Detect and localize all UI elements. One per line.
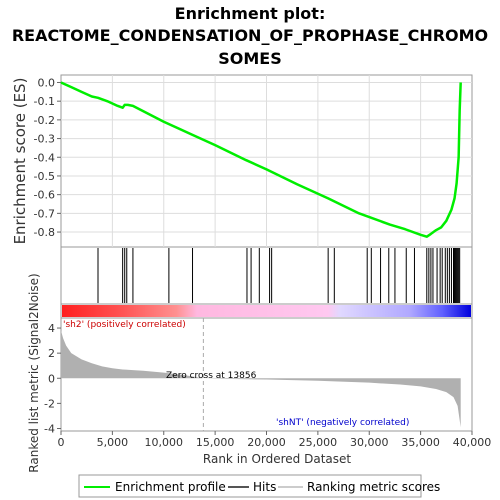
x-axis-label: Rank in Ordered Dataset xyxy=(203,452,351,466)
x-tick-label: 15,000 xyxy=(196,436,235,449)
x-tick-label: 10,000 xyxy=(145,436,184,449)
plot-title-line-1: Enrichment plot: xyxy=(175,4,326,23)
hits-panel-frame xyxy=(60,246,473,305)
metric-y-tick-label: 4 xyxy=(48,322,55,335)
metric-area xyxy=(61,330,461,428)
metric-y-axis: 4 2 0 -2 -4 xyxy=(44,322,61,435)
x-tick-label: 5,000 xyxy=(97,436,129,449)
es-y-tick-label: -0.2 xyxy=(34,114,55,127)
hits-layer xyxy=(97,248,461,303)
x-tick-label: 30,000 xyxy=(350,436,389,449)
metric-y-axis-label: Ranked list metric (Signal2Noise) xyxy=(27,273,41,472)
x-tick-label: 0 xyxy=(58,436,65,449)
x-tick-label: 20,000 xyxy=(247,436,286,449)
legend-metric-label: Ranking metric scores xyxy=(307,480,440,494)
es-y-axis: 0.0 -0.1 -0.2 -0.3 -0.4 -0.5 -0.6 -0.7 -0.8 xyxy=(34,76,61,239)
legend-enrichment-label: Enrichment profile xyxy=(115,480,226,494)
legend-box xyxy=(78,474,422,498)
es-y-tick-label: 0.0 xyxy=(38,76,56,89)
metric-y-tick-label: 0 xyxy=(48,372,55,385)
es-y-tick-label: -0.7 xyxy=(34,207,55,220)
ranked-colorbar xyxy=(62,305,471,317)
es-y-axis-label: Enrichment score (ES) xyxy=(11,78,29,245)
plot-title-line-3: SOMES xyxy=(218,49,282,68)
metric-layer xyxy=(61,318,461,431)
legend: Enrichment profile Hits Ranking metric s… xyxy=(78,474,440,498)
metric-y-tick-label: -4 xyxy=(44,422,55,435)
es-y-tick-label: -0.1 xyxy=(34,95,55,108)
metric-y-tick-label: 2 xyxy=(48,347,55,360)
es-grid xyxy=(61,75,472,247)
es-y-tick-label: -0.6 xyxy=(34,189,55,202)
metric-y-tick-label: -2 xyxy=(44,397,55,410)
x-tick-label: 40,000 xyxy=(453,436,492,449)
es-y-tick-label: -0.5 xyxy=(34,170,55,183)
plot-title-line-2: REACTOME_CONDENSATION_OF_PROPHASE_CHROMO xyxy=(12,26,488,45)
zero-cross-label: Zero cross at 13856 xyxy=(166,371,257,381)
es-line-layer xyxy=(60,81,462,238)
es-y-tick-label: -0.8 xyxy=(34,226,55,239)
x-tick-label: 35,000 xyxy=(401,436,440,449)
negative-correlation-label: 'shNT' (negatively correlated) xyxy=(276,418,409,428)
legend-hits-label: Hits xyxy=(253,480,276,494)
es-y-tick-label: -0.4 xyxy=(34,151,55,164)
colorbar-gradient xyxy=(62,305,471,317)
positive-correlation-label: 'sh2' (positively correlated) xyxy=(63,320,186,330)
x-tick-label: 25,000 xyxy=(299,436,338,449)
es-curve xyxy=(60,81,462,238)
x-axis: 0 5,000 10,000 15,000 20,000 25,000 30,000 35,0… xyxy=(58,431,492,449)
es-y-tick-label: -0.3 xyxy=(34,133,55,146)
